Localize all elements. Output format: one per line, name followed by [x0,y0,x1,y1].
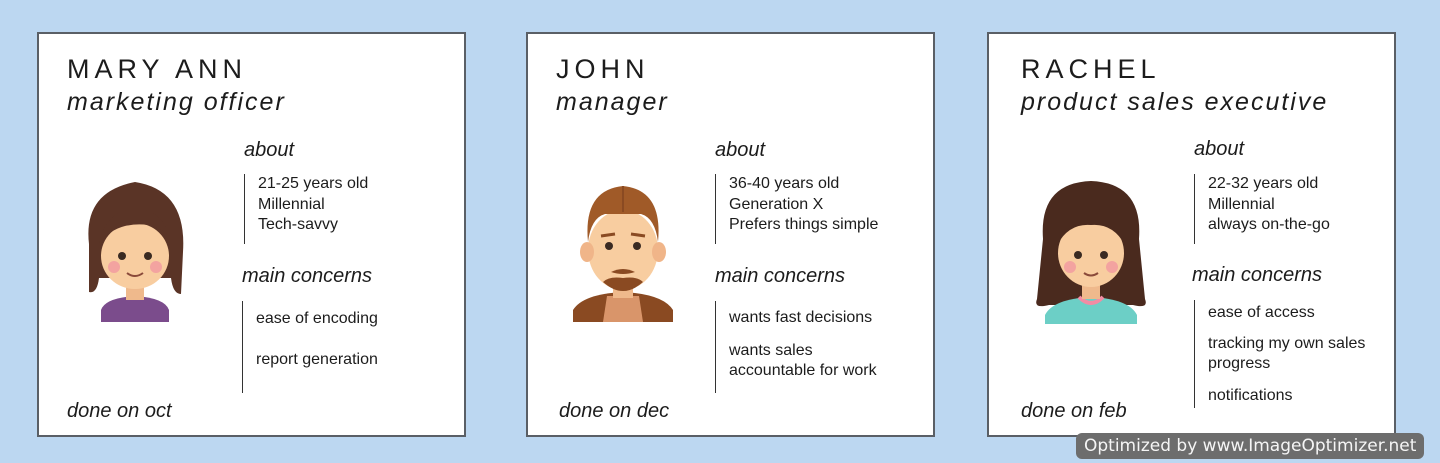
concern-item: ease of encoding [256,310,378,327]
persona-card-rachel: RACHEL product sales executive about 22-… [987,32,1396,437]
concern-item: tracking my own sales progress [1208,334,1366,373]
about-heading: about [1194,138,1245,160]
woman-avatar-icon [88,182,184,322]
concern-item: wants sales accountable for work [729,341,877,380]
about-list: 22-32 years old Millennial always on-the… [1194,174,1330,244]
persona-name: JOHN [556,54,650,84]
about-item: always on-the-go [1208,216,1330,233]
concern-item: notifications [1208,386,1293,404]
concerns-list: ease of access tracking my own sales pro… [1194,300,1384,408]
man-avatar-icon [573,186,673,322]
about-item: 36-40 years old [729,175,840,192]
about-item: 21-25 years old [258,175,369,192]
watermark: Optimized by www.ImageOptimizer.net [1076,433,1425,459]
about-item: 22-32 years old [1208,175,1319,192]
done-date: done on oct [67,400,172,422]
about-heading: about [244,139,295,161]
concerns-heading: main concerns [242,265,373,287]
persona-card-mary-ann: MARY ANN marketing officer about 21-25 y… [37,32,466,437]
persona-name: MARY ANN [67,54,248,84]
concern-item: ease of access [1208,304,1315,321]
about-item: Generation X [729,195,824,213]
concerns-list: wants fast decisions wants sales account… [715,301,905,393]
about-item: Millennial [1208,195,1275,213]
concerns-heading: main concerns [1192,264,1323,286]
concerns-heading: main concerns [715,265,846,287]
about-item: Prefers things simple [729,216,879,233]
girl-avatar-icon [1036,181,1146,324]
concern-item: wants fast decisions [729,309,873,326]
about-heading: about [715,139,766,161]
about-item: Tech-savvy [258,216,339,233]
concerns-list: ease of encoding report generation [242,301,442,393]
about-list: 36-40 years old Generation X Prefers thi… [715,174,878,244]
persona-name: RACHEL [1021,54,1161,84]
done-date: done on dec [559,400,670,422]
about-list: 21-25 years old Millennial Tech-savvy [244,174,368,244]
about-item: Millennial [258,195,325,213]
persona-role: manager [556,88,669,116]
done-date: done on feb [1021,400,1127,422]
persona-role: product sales executive [1021,88,1329,116]
persona-card-john: JOHN manager about 36-40 years old Gener… [526,32,935,437]
concern-item: report generation [256,350,378,368]
persona-role: marketing officer [67,88,286,116]
